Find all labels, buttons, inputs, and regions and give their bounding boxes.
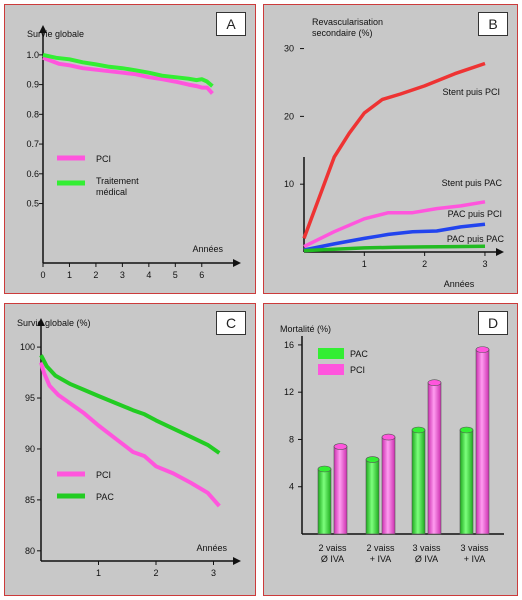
series-label-stent-pac: Stent puis PAC bbox=[442, 178, 503, 188]
y-tick-label: 80 bbox=[25, 546, 35, 556]
x-axis-title: Années bbox=[192, 244, 223, 254]
y-tick-label: 4 bbox=[289, 482, 294, 492]
y-tick-label: 90 bbox=[25, 444, 35, 454]
bar-pci bbox=[427, 382, 442, 535]
series-label-pac-pci: PAC puis PCI bbox=[448, 209, 502, 219]
legend-swatch-pci bbox=[318, 364, 344, 375]
bar-pci bbox=[333, 446, 348, 535]
y-tick-label: 20 bbox=[284, 111, 294, 121]
legend-label-pci: PCI bbox=[96, 154, 111, 164]
legend-swatch-pac bbox=[318, 348, 344, 359]
series-line-pac bbox=[39, 354, 221, 455]
chart-b-svg: Revascularisation secondaire (%) Années 10 2… bbox=[284, 17, 505, 289]
y-axis-title: Survie globale bbox=[27, 29, 84, 39]
category-label: 3 vaiss + IVA bbox=[460, 543, 489, 564]
x-tick-label: 2 bbox=[153, 568, 158, 578]
x-tick-label: 3 bbox=[211, 568, 216, 578]
bar-pac bbox=[459, 429, 474, 535]
series-line-pci bbox=[42, 55, 214, 95]
bar-pac-cap bbox=[317, 465, 332, 473]
category-label: 3 vaiss Ø IVA bbox=[412, 543, 441, 564]
series-line-pac-pac bbox=[303, 244, 486, 253]
y-axis-title: Survie globale (%) bbox=[17, 318, 91, 328]
x-tick-label: 5 bbox=[173, 270, 178, 280]
series-label-stent-pci: Stent puis PCI bbox=[442, 87, 500, 97]
y-tick-label: 0.9 bbox=[26, 80, 39, 90]
chart-d-svg: Mortalité (%) 4 8 12 16 2 vaiss Ø IVA 2 vaiss + … bbox=[280, 324, 504, 564]
y-tick-label: 95 bbox=[25, 393, 35, 403]
chart-a-svg: Survie globale Années 0.5 0.6 0.7 0.8 0.9 1.0 0 1… bbox=[26, 25, 241, 280]
panel-letter-b: B bbox=[478, 12, 508, 36]
series-line-pac-pci bbox=[303, 222, 486, 252]
y-tick-label: 85 bbox=[25, 495, 35, 505]
bar-pac-cap bbox=[365, 456, 380, 463]
panel-letter-a: A bbox=[216, 12, 246, 36]
x-tick-label: 3 bbox=[482, 259, 487, 269]
x-tick-label: 4 bbox=[146, 270, 151, 280]
x-tick-label: 3 bbox=[120, 270, 125, 280]
bar-pci-cap bbox=[333, 443, 348, 450]
series-label-pac-pac: PAC puis PAC bbox=[447, 234, 505, 244]
legend-label-pci: PCI bbox=[350, 365, 365, 375]
x-axis-arrow bbox=[496, 248, 504, 256]
panel-d-mortality: D Mortalité (%) 4 8 12 16 2 vaiss Ø IVA 2 vaiss… bbox=[263, 303, 518, 596]
series-line-pci bbox=[39, 361, 221, 508]
y-tick-label: 8 bbox=[289, 434, 294, 444]
y-tick-label: 10 bbox=[284, 179, 294, 189]
x-axis-arrow bbox=[233, 259, 241, 267]
bar-pac bbox=[317, 468, 332, 535]
series-line-medical bbox=[42, 52, 214, 88]
panel-letter-d: D bbox=[478, 311, 508, 335]
category-label: 2 vaiss + IVA bbox=[366, 543, 395, 564]
bar-pac bbox=[365, 459, 380, 535]
legend-label-pci: PCI bbox=[96, 470, 111, 480]
bar-pci-cap bbox=[427, 379, 442, 387]
y-tick-label: 16 bbox=[284, 340, 294, 350]
panel-a-overall-survival: A Survie globale Années 0.5 0.6 0.7 0.8 0.9 1.0… bbox=[4, 4, 256, 294]
bar-pci-cap bbox=[475, 346, 490, 353]
panel-c-overall-survival-percent: C Survie globale (%) Années 80 85 90 95 100 1 2 3… bbox=[4, 303, 256, 596]
bar-pac-cap bbox=[459, 426, 474, 434]
x-axis-title: Années bbox=[444, 279, 475, 289]
panel-letter-c: C bbox=[216, 311, 246, 335]
y-axis-title: Revascularisation secondaire (%) bbox=[312, 17, 383, 38]
legend-label-pac: PAC bbox=[350, 349, 368, 359]
legend-label-medical: Traitement médical bbox=[96, 176, 139, 197]
x-tick-label: 0 bbox=[40, 270, 45, 280]
series-line-stent-pci bbox=[302, 61, 486, 240]
x-axis-title: Années bbox=[196, 543, 227, 553]
y-tick-label: 0.7 bbox=[26, 139, 39, 149]
y-tick-label: 0.8 bbox=[26, 109, 39, 119]
y-axis-arrow bbox=[39, 25, 47, 33]
x-tick-label: 1 bbox=[67, 270, 72, 280]
y-tick-label: 30 bbox=[284, 44, 294, 54]
bar-pac bbox=[411, 429, 426, 535]
category-label: 2 vaiss Ø IVA bbox=[318, 543, 347, 564]
bar-pci bbox=[381, 436, 396, 535]
y-axis-arrow bbox=[37, 318, 45, 326]
x-axis-arrow bbox=[233, 557, 241, 565]
x-tick-label: 2 bbox=[93, 270, 98, 280]
x-tick-label: 1 bbox=[96, 568, 101, 578]
y-tick-label: 100 bbox=[20, 342, 35, 352]
panel-b-revascularisation: B Revascularisation secondaire (%) Années 1… bbox=[263, 4, 518, 294]
bar-pac-cap bbox=[411, 426, 426, 434]
legend-label-pac: PAC bbox=[96, 492, 114, 502]
series-line-stent-pac bbox=[303, 200, 486, 249]
x-tick-label: 1 bbox=[362, 259, 367, 269]
y-tick-label: 1.0 bbox=[26, 50, 39, 60]
bar-pci bbox=[475, 349, 490, 535]
y-tick-label: 0.6 bbox=[26, 169, 39, 179]
x-tick-label: 6 bbox=[199, 270, 204, 280]
x-tick-label: 2 bbox=[422, 259, 427, 269]
chart-c-svg: Survie globale (%) Années 80 85 90 95 100 1 2 3 PC… bbox=[17, 318, 241, 578]
y-tick-label: 0.5 bbox=[26, 199, 39, 209]
y-axis-title: Mortalité (%) bbox=[280, 324, 331, 334]
bar-pci-cap bbox=[381, 433, 396, 441]
y-tick-label: 12 bbox=[284, 387, 294, 397]
